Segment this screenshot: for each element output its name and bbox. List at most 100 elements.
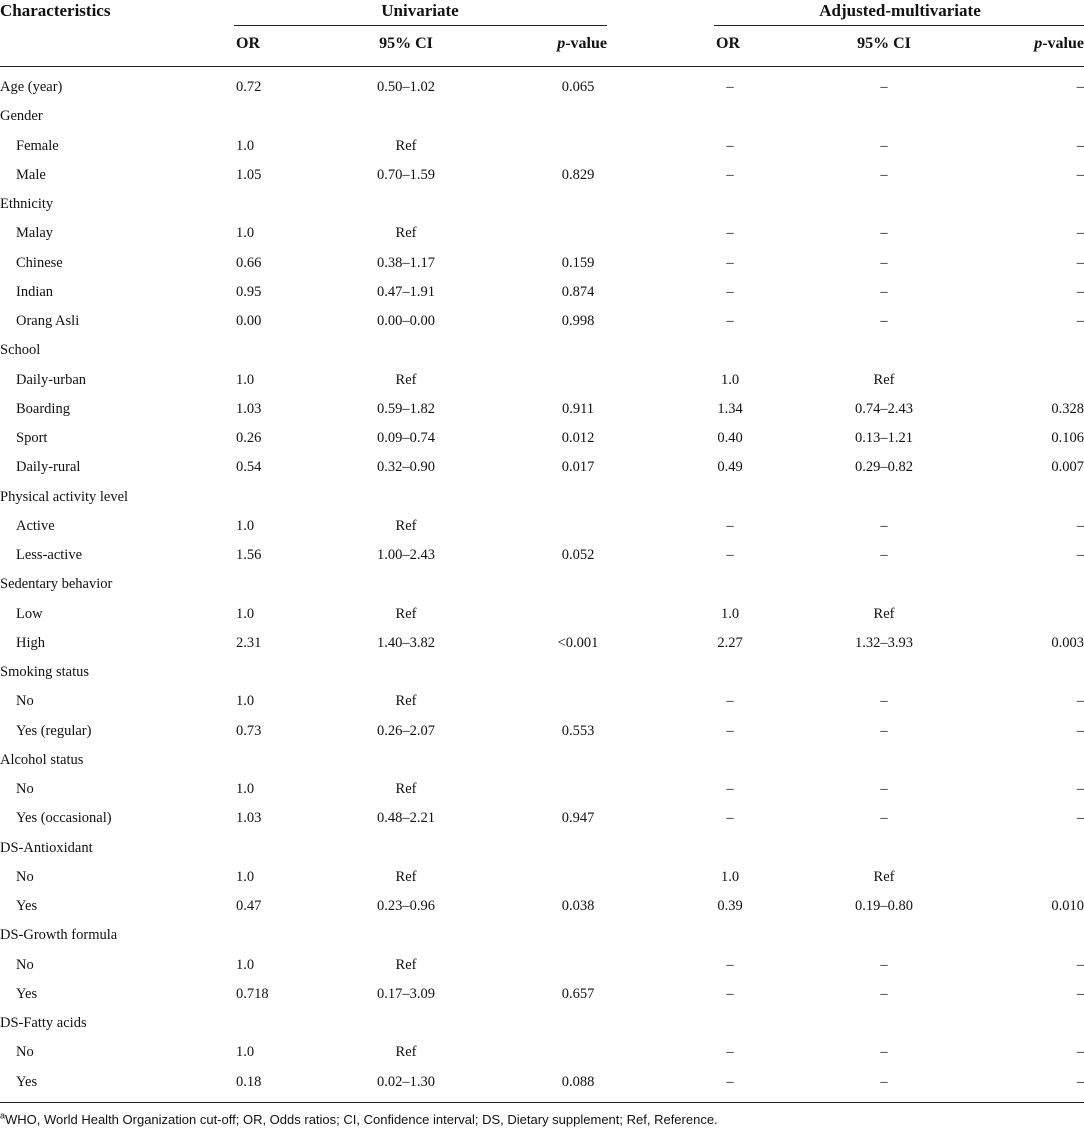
header-univariate-pvalue: p-value — [557, 33, 607, 55]
header-adjusted-multivariate: Adjusted-multivariate — [819, 1, 981, 20]
row-label: Smoking status — [0, 664, 90, 680]
row-label: Male — [16, 167, 46, 183]
univariate-ci-cell: 0.70–1.59 — [377, 167, 435, 183]
row-label: Yes — [16, 898, 38, 914]
adjusted-ci-cell: 1.32–3.93 — [855, 635, 913, 651]
adjusted-pvalue-cell: 0.003 — [1051, 635, 1084, 651]
univariate-ci-cell: 0.38–1.17 — [377, 255, 435, 271]
univariate-ci-cell: 0.59–1.82 — [377, 401, 435, 417]
row-label: No — [16, 869, 34, 885]
univariate-ci-cell: Ref — [395, 372, 417, 388]
univariate-ci-cell: Ref — [395, 606, 417, 622]
univariate-pvalue-cell: 0.911 — [561, 401, 595, 417]
row-label: Alcohol status — [0, 752, 84, 768]
univariate-underline — [234, 25, 607, 26]
adjusted-ci-cell: – — [880, 693, 888, 709]
univariate-pvalue-cell: 0.874 — [561, 284, 595, 300]
adjusted-ci-cell: – — [880, 1044, 888, 1060]
row-label: Sedentary behavior — [0, 576, 113, 592]
univariate-ci-cell: 0.23–0.96 — [377, 898, 435, 914]
adjusted-or-cell: – — [726, 781, 734, 797]
adjusted-pvalue-cell: – — [1076, 518, 1084, 534]
adjusted-pvalue-cell: – — [1076, 957, 1084, 973]
adjusted-ci-cell: – — [880, 810, 888, 826]
adjusted-or-cell: – — [726, 810, 734, 826]
adjusted-ci-cell: Ref — [873, 606, 895, 622]
adjusted-or-cell: – — [726, 1074, 734, 1090]
adjusted-or-cell: – — [726, 1044, 734, 1060]
univariate-pvalue-cell: 0.159 — [561, 255, 595, 271]
adjusted-pvalue-cell: – — [1076, 284, 1084, 300]
univariate-ci-cell: 0.26–2.07 — [377, 723, 435, 739]
row-label: Daily-urban — [16, 372, 87, 388]
adjusted-or-cell: – — [726, 138, 734, 154]
adjusted-pvalue-cell: – — [1076, 313, 1084, 329]
univariate-ci-cell: 0.00–0.00 — [377, 313, 435, 329]
adjusted-pvalue-cell: 0.007 — [1051, 459, 1084, 475]
row-label: Boarding — [16, 401, 70, 417]
adjusted-ci-cell: – — [880, 313, 888, 329]
univariate-ci-cell: Ref — [395, 781, 417, 797]
adjusted-pvalue-cell: 0.106 — [1051, 430, 1084, 446]
adjusted-ci-cell: 0.29–0.82 — [855, 459, 913, 475]
row-label: High — [16, 635, 45, 651]
table-bottom-rule — [0, 1102, 1084, 1103]
univariate-ci-cell: 0.02–1.30 — [377, 1074, 435, 1090]
adjusted-pvalue-cell: – — [1076, 79, 1084, 95]
adjusted-or-cell: 0.49 — [717, 459, 743, 475]
adjusted-or-cell: – — [726, 225, 734, 241]
univariate-or-cell: 0.26 — [236, 430, 262, 446]
p-letter: p — [1034, 35, 1043, 52]
adjusted-ci-cell: – — [880, 225, 888, 241]
univariate-or-cell: 0.00 — [236, 313, 262, 329]
univariate-pvalue-cell: 0.052 — [561, 547, 595, 563]
univariate-pvalue-cell: 0.553 — [561, 723, 595, 739]
adjusted-or-cell: – — [726, 518, 734, 534]
adjusted-pvalue-cell: – — [1076, 781, 1084, 797]
adjusted-or-cell: 0.40 — [717, 430, 743, 446]
univariate-ci-cell: 0.09–0.74 — [377, 430, 435, 446]
univariate-or-cell: 1.56 — [236, 547, 262, 563]
univariate-or-cell: 1.0 — [236, 138, 255, 154]
univariate-pvalue-cell: 0.657 — [561, 986, 595, 1002]
univariate-ci-cell: 1.00–2.43 — [377, 547, 435, 563]
value-suffix: -value — [565, 35, 607, 52]
univariate-or-cell: 0.54 — [236, 459, 262, 475]
univariate-pvalue-cell: 0.998 — [561, 313, 595, 329]
adjusted-pvalue-cell: – — [1076, 693, 1084, 709]
univariate-ci-cell: 0.50–1.02 — [377, 79, 435, 95]
adjusted-ci-cell: – — [880, 957, 888, 973]
adjusted-pvalue-cell: – — [1076, 986, 1084, 1002]
adjusted-ci-cell: – — [880, 518, 888, 534]
row-label: Orang Asli — [16, 313, 80, 329]
univariate-ci-cell: Ref — [395, 693, 417, 709]
univariate-or-cell: 1.0 — [236, 372, 255, 388]
univariate-ci-cell: 0.48–2.21 — [377, 810, 435, 826]
univariate-pvalue-cell: 0.038 — [561, 898, 595, 914]
adjusted-ci-cell: 0.74–2.43 — [855, 401, 913, 417]
row-label: Active — [16, 518, 55, 534]
header-adjusted-pvalue: p-value — [1034, 33, 1084, 55]
p-letter: p — [557, 35, 566, 52]
adjusted-ci-cell: – — [880, 781, 888, 797]
adjusted-ci-cell: Ref — [873, 869, 895, 885]
adjusted-ci-cell: Ref — [873, 372, 895, 388]
adjusted-underline — [714, 25, 1084, 26]
adjusted-ci-cell: – — [880, 1074, 888, 1090]
value-suffix: -value — [1042, 35, 1084, 52]
univariate-or-cell: 1.03 — [236, 401, 262, 417]
row-label: Chinese — [16, 255, 63, 271]
adjusted-pvalue-cell: – — [1076, 255, 1084, 271]
univariate-pvalue-cell: 0.017 — [561, 459, 595, 475]
univariate-or-cell: 2.31 — [236, 635, 262, 651]
adjusted-pvalue-cell: – — [1076, 138, 1084, 154]
univariate-or-cell: 1.03 — [236, 810, 262, 826]
univariate-or-cell: 0.66 — [236, 255, 262, 271]
univariate-or-cell: 0.47 — [236, 898, 262, 914]
adjusted-or-cell: 1.0 — [720, 372, 740, 388]
adjusted-or-cell: 0.39 — [717, 898, 743, 914]
adjusted-pvalue-cell: 0.328 — [1051, 401, 1084, 417]
adjusted-or-cell: – — [726, 255, 734, 271]
row-label: Physical activity level — [0, 489, 129, 505]
univariate-or-cell: 1.0 — [236, 781, 255, 797]
